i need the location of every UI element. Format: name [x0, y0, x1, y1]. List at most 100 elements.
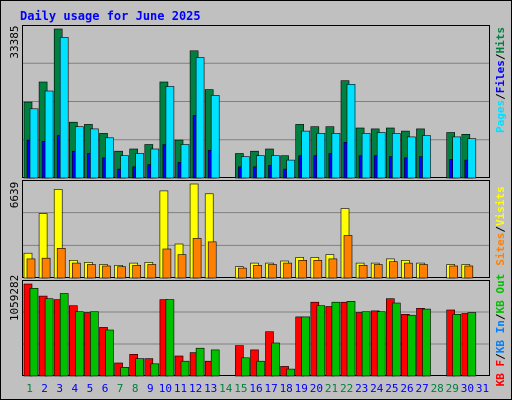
bar-pages: Pages 20: 10000 — [316, 133, 326, 179]
bar-pages: Pages 16: 5000 — [256, 155, 265, 179]
bar-sites: Sites 2: 1400 — [41, 257, 51, 279]
day-label: 21 — [325, 382, 338, 395]
bar-sites: Sites 17: 950 — [268, 264, 277, 279]
legend-entry: Sites — [494, 233, 507, 266]
bar-pages: Pages 1: 15500 — [29, 108, 39, 179]
legend-entry: / — [494, 93, 507, 100]
legend-bottom: KB F/KB In/KB Out — [494, 274, 507, 387]
legend-entry: / — [494, 313, 507, 320]
bar-kb-out: KB Out 10: 880000 — [165, 299, 175, 377]
bar-kb-out: KB Out 26: 700000 — [407, 314, 416, 377]
bar-kb-out: KB Out 18: 80000 — [286, 368, 295, 377]
day-label: 26 — [400, 382, 413, 395]
day-label: 6 — [102, 382, 109, 395]
day-label: 22 — [340, 382, 353, 395]
day-label: 3 — [56, 382, 63, 395]
bar-pages: Pages 18: 4000 — [286, 159, 295, 179]
bar-sites: Sites 27: 950 — [419, 264, 428, 279]
bar-kb-out: KB Out 7: 100000 — [120, 366, 129, 377]
legend-top: Pages/Files/Hits — [494, 27, 507, 133]
bar-sites: Sites 7: 800 — [117, 266, 126, 279]
legend-entry: KB F — [494, 360, 507, 387]
bar-kb-out: KB Out 11: 170000 — [180, 360, 190, 377]
day-label: 16 — [249, 382, 262, 395]
ymax-label-top: 33385 — [8, 25, 21, 58]
bar-sites: Sites 22: 3000 — [343, 235, 353, 279]
bar-kb-out: KB Out 5: 740000 — [90, 311, 99, 377]
day-label: 7 — [117, 382, 124, 395]
bar-pages: Pages 23: 10000 — [361, 133, 371, 179]
bar-sites: Sites 30: 850 — [464, 265, 474, 279]
bar-kb-out: KB Out 4: 740000 — [75, 311, 84, 377]
day-label: 31 — [476, 382, 489, 395]
bar-sites: Sites 1: 1350 — [26, 258, 36, 279]
day-label: 27 — [415, 382, 428, 395]
bar-kb-out: KB Out 3: 950000 — [59, 293, 69, 377]
bar-pages: Pages 29: 9200 — [452, 136, 462, 179]
day-label: 20 — [310, 382, 323, 395]
legend-entry: Hits — [494, 27, 507, 54]
bar-kb-out: KB Out 27: 770000 — [422, 308, 431, 377]
bar-pages: Pages 22: 21000 — [346, 84, 356, 179]
bar-kb-out: KB Out 17: 380000 — [271, 342, 280, 377]
day-label: 11 — [174, 382, 187, 395]
panel-top: Hits 1: 17000Hits 2: 21500Hits 3: 33385H… — [8, 25, 507, 179]
day-label: 2 — [41, 382, 48, 395]
bar-pages: Pages 13: 18500 — [210, 95, 220, 179]
bar-pages: Pages 17: 5000 — [271, 155, 280, 179]
bar-pages: Pages 26: 9200 — [407, 136, 416, 179]
chart-panels: Hits 1: 17000Hits 2: 21500Hits 3: 33385H… — [8, 25, 507, 386]
bar-pages: Pages 10: 20500 — [165, 86, 175, 179]
bar-pages: Pages 27: 9500 — [422, 135, 431, 179]
bar-kb-out: KB Out 21: 850000 — [331, 301, 341, 377]
bar-kb-out: KB Out 20: 810000 — [316, 305, 326, 377]
bar-pages: Pages 12: 27000 — [195, 57, 205, 179]
day-label: 8 — [132, 382, 139, 395]
day-label: 23 — [355, 382, 368, 395]
bar-sites: Sites 5: 950 — [87, 264, 96, 279]
bar-kb-out: KB Out 8: 200000 — [135, 358, 144, 377]
bar-pages: Pages 5: 11000 — [90, 128, 99, 179]
bar-kb-out: KB Out 9: 140000 — [150, 363, 160, 377]
bar-kb-out: KB Out 15: 210000 — [241, 357, 250, 377]
day-label: 13 — [204, 382, 217, 395]
day-label: 9 — [147, 382, 154, 395]
bar-pages: Pages 4: 11500 — [75, 126, 84, 179]
bar-kb-out: KB Out 25: 840000 — [391, 302, 401, 377]
day-label: 1 — [26, 382, 33, 395]
bar-kb-out: KB Out 24: 740000 — [376, 311, 386, 377]
bar-kb-out: KB Out 1: 1010000 — [29, 287, 39, 377]
plot-area-middle — [22, 180, 490, 278]
panel-middle: Visits 1: 1750Visits 2: 4550Visits 3: 62… — [8, 180, 507, 279]
bar-sites: Sites 11: 1650 — [177, 254, 187, 279]
bar-sites: Sites 24: 950 — [373, 264, 383, 279]
legend-middle: Sites/Visits — [494, 186, 507, 266]
legend-entry: Visits — [494, 186, 507, 226]
bar-kb-out: KB Out 29: 710000 — [452, 313, 462, 377]
bar-sites: Sites 15: 700 — [238, 267, 247, 279]
bar-sites: Sites 23: 900 — [358, 264, 368, 279]
day-label: 5 — [87, 382, 94, 395]
bar-kb-out: KB Out 23: 740000 — [361, 311, 371, 377]
bar-pages: Pages 7: 5000 — [120, 155, 129, 179]
bar-kb-out: KB Out 30: 730000 — [467, 312, 477, 377]
bar-kb-out: KB Out 13: 300000 — [210, 349, 220, 377]
ymax-label-bottom: 1059282 — [8, 275, 21, 321]
legend-entry: Pages — [494, 100, 507, 133]
bar-sites: Sites 19: 1250 — [298, 259, 308, 279]
bar-sites: Sites 18: 1050 — [283, 262, 292, 279]
bar-kb-out: KB Out 6: 530000 — [105, 329, 114, 377]
bar-sites: Sites 4: 1050 — [72, 262, 81, 279]
day-label: 14 — [219, 382, 233, 395]
bar-sites: Sites 29: 850 — [449, 265, 459, 279]
bar-pages: Pages 2: 19500 — [44, 90, 54, 179]
bar-pages: Pages 6: 9000 — [105, 137, 114, 179]
bar-pages: Pages 11: 7500 — [180, 144, 190, 179]
bar-pages: Pages 3: 31500 — [59, 37, 69, 179]
bar-sites: Sites 3: 2100 — [56, 248, 66, 279]
day-label: 10 — [159, 382, 172, 395]
bar-sites: Sites 10: 2050 — [162, 248, 172, 279]
bar-kb-out: KB Out 16: 170000 — [256, 360, 265, 377]
